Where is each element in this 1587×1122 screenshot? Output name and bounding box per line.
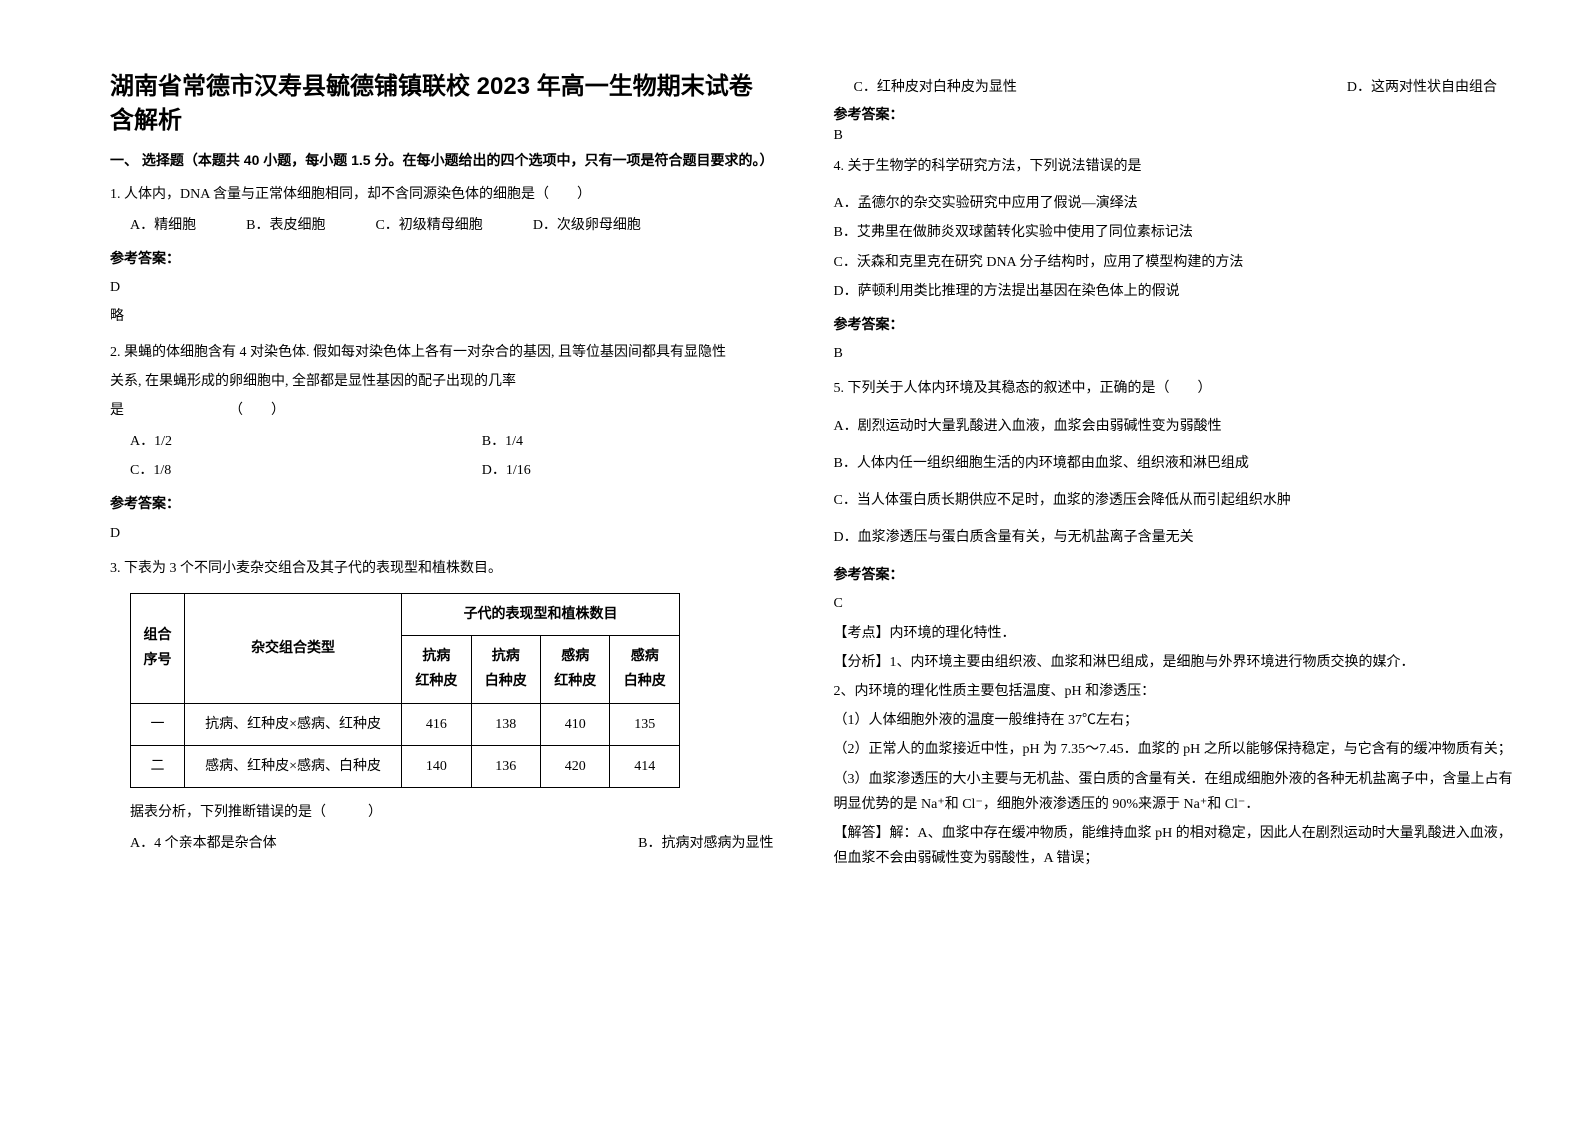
- q4-answer-label: 参考答案：: [834, 312, 1518, 337]
- q5-p4: （2）正常人的血浆接近中性，pH 为 7.35～7.45．血浆的 pH 之所以能…: [834, 737, 1518, 762]
- cell: 抗病、红种皮×感病、红种皮: [185, 703, 402, 745]
- q4-opt-d: D．萨顿利用类比推理的方法提出基因在染色体上的假说: [834, 279, 1518, 304]
- q1-opt-a: A．精细胞: [130, 213, 196, 238]
- q1-options: A．精细胞 B．表皮细胞 C．初级精母细胞 D．次级卵母细胞: [130, 213, 794, 238]
- sub-label: 抗病红种皮: [415, 649, 457, 689]
- q3-opt-b: B．抗病对感病为显性: [638, 831, 773, 856]
- q2-opt-b: B．1/4: [482, 429, 794, 454]
- q5-opt-a: A．剧烈运动时大量乳酸进入血液，血浆会由弱碱性变为弱酸性: [834, 414, 1518, 439]
- q2-stem-3: 是 （ ）: [110, 398, 794, 423]
- cell: 138: [471, 703, 540, 745]
- q5-opt-b: B．人体内任一组织细胞生活的内环境都由血浆、组织液和淋巴组成: [834, 451, 1518, 476]
- q5-jieda: 【解答】解：A、血浆中存在缓冲物质，能维持血浆 pH 的相对稳定，因此人在剧烈运…: [834, 821, 1518, 871]
- table-row: 一 抗病、红种皮×感病、红种皮 416 138 410 135: [131, 703, 680, 745]
- title-line-2: 含解析: [110, 104, 794, 138]
- th-sub-4: 感病白种皮: [610, 636, 680, 703]
- q2-stem-1: 2. 果蝇的体细胞含有 4 对染色体. 假如每对染色体上各有一对杂合的基因, 且…: [110, 340, 794, 365]
- question-1: 1. 人体内，DNA 含量与正常体细胞相同，却不含同源染色体的细胞是（ ） A．…: [110, 182, 794, 330]
- q5-p2: 2、内环境的理化性质主要包括温度、pH 和渗透压：: [834, 679, 1518, 704]
- q4-opt-c: C．沃森和克里克在研究 DNA 分子结构时，应用了模型构建的方法: [834, 250, 1518, 275]
- q5-stem: 5. 下列关于人体内环境及其稳态的叙述中，正确的是（ ）: [834, 376, 1518, 401]
- q5-p5: （3）血浆渗透压的大小主要与无机盐、蛋白质的含量有关．在组成细胞外液的各种无机盐…: [834, 767, 1518, 817]
- document-title: 湖南省常德市汉寿县毓德铺镇联校 2023 年高一生物期末试卷 含解析: [110, 70, 794, 137]
- title-line-1: 湖南省常德市汉寿县毓德铺镇联校 2023 年高一生物期末试卷: [110, 70, 794, 104]
- cell: 420: [541, 745, 610, 787]
- right-column: C．红种皮对白种皮为显性 D．这两对性状自由组合 参考答案： B 4. 关于生物…: [814, 70, 1538, 1092]
- q5-opt-d: D．血浆渗透压与蛋白质含量有关，与无机盐离子含量无关: [834, 525, 1518, 550]
- table-row: 二 感病、红种皮×感病、白种皮 140 136 420 414: [131, 745, 680, 787]
- th-type: 杂交组合类型: [185, 594, 402, 704]
- cell: 140: [402, 745, 471, 787]
- q3-options-row-2: C．红种皮对白种皮为显性 D．这两对性状自由组合: [854, 76, 1498, 96]
- q3-options-row-1: A．4 个亲本都是杂合体 B．抗病对感病为显性: [130, 831, 774, 856]
- q1-answer: D: [110, 275, 794, 300]
- q4-stem: 4. 关于生物学的科学研究方法，下列说法错误的是: [834, 154, 1518, 179]
- q3-answer: B: [834, 128, 1518, 144]
- q1-note: 略: [110, 304, 794, 329]
- cell: 感病、红种皮×感病、白种皮: [185, 745, 402, 787]
- q5-answer-label: 参考答案：: [834, 562, 1518, 587]
- table-row: 组合序号 杂交组合类型 子代的表现型和植株数目: [131, 594, 680, 636]
- q1-opt-c: C．初级精母细胞: [375, 213, 482, 238]
- q3-caption: 据表分析，下列推断错误的是（ ）: [130, 800, 794, 825]
- q3-opt-c: C．红种皮对白种皮为显性: [854, 76, 1017, 96]
- q1-opt-b: B．表皮细胞: [246, 213, 325, 238]
- q4-opt-a: A．孟德尔的杂交实验研究中应用了假说—演绎法: [834, 191, 1518, 216]
- th-group: 组合序号: [131, 594, 185, 704]
- sub-label: 感病红种皮: [554, 649, 596, 689]
- q1-answer-label: 参考答案：: [110, 246, 794, 271]
- q3-opt-a: A．4 个亲本都是杂合体: [130, 831, 277, 856]
- q5-p3: （1）人体细胞外液的温度一般维持在 37℃左右；: [834, 708, 1518, 733]
- q1-stem: 1. 人体内，DNA 含量与正常体细胞相同，却不含同源染色体的细胞是（ ）: [110, 182, 794, 207]
- q2-answer: D: [110, 521, 794, 546]
- question-3: 3. 下表为 3 个不同小麦杂交组合及其子代的表现型和植株数目。 组合序号 杂交…: [110, 556, 794, 857]
- th-sub-3: 感病红种皮: [541, 636, 610, 703]
- q5-answer: C: [834, 591, 1518, 616]
- q2-opt-a: A．1/2: [130, 429, 442, 454]
- cell: 410: [541, 703, 610, 745]
- q4-answer: B: [834, 341, 1518, 366]
- question-4: 4. 关于生物学的科学研究方法，下列说法错误的是 A．孟德尔的杂交实验研究中应用…: [834, 154, 1518, 366]
- q5-opt-c: C．当人体蛋白质长期供应不足时，血浆的渗透压会降低从而引起组织水肿: [834, 488, 1518, 513]
- cell: 414: [610, 745, 680, 787]
- cell: 136: [471, 745, 540, 787]
- q3-table: 组合序号 杂交组合类型 子代的表现型和植株数目 抗病红种皮 抗病白种皮 感病红种…: [130, 593, 680, 788]
- question-2: 2. 果蝇的体细胞含有 4 对染色体. 假如每对染色体上各有一对杂合的基因, 且…: [110, 340, 794, 546]
- th-offspring: 子代的表现型和植株数目: [402, 594, 680, 636]
- q4-opt-b: B．艾弗里在做肺炎双球菌转化实验中使用了同位素标记法: [834, 220, 1518, 245]
- th-sub-2: 抗病白种皮: [471, 636, 540, 703]
- th-sub-1: 抗病红种皮: [402, 636, 471, 703]
- left-column: 湖南省常德市汉寿县毓德铺镇联校 2023 年高一生物期末试卷 含解析 一、 选择…: [90, 70, 814, 1092]
- cell: 135: [610, 703, 680, 745]
- q5-fenxi: 【分析】1、内环境主要由组织液、血浆和淋巴组成，是细胞与外界环境进行物质交换的媒…: [834, 650, 1518, 675]
- q2-stem-2: 关系, 在果蝇形成的卵细胞中, 全部都是显性基因的配子出现的几率: [110, 369, 794, 394]
- q5-kaodian: 【考点】内环境的理化特性．: [834, 621, 1518, 646]
- q2-answer-label: 参考答案：: [110, 491, 794, 516]
- sub-label: 抗病白种皮: [485, 649, 527, 689]
- sub-label: 感病白种皮: [624, 649, 666, 689]
- section-1-heading: 一、 选择题（本题共 40 小题，每小题 1.5 分。在每小题给出的四个选项中，…: [110, 149, 794, 171]
- q3-opt-d: D．这两对性状自由组合: [1347, 76, 1497, 96]
- q2-opt-c: C．1/8: [130, 458, 442, 483]
- cell: 一: [131, 703, 185, 745]
- cell: 416: [402, 703, 471, 745]
- q1-opt-d: D．次级卵母细胞: [533, 213, 641, 238]
- q2-opt-d: D．1/16: [482, 458, 794, 483]
- cell: 二: [131, 745, 185, 787]
- question-5: 5. 下列关于人体内环境及其稳态的叙述中，正确的是（ ） A．剧烈运动时大量乳酸…: [834, 376, 1518, 871]
- q3-answer-label: 参考答案：: [834, 104, 1518, 124]
- q3-stem: 3. 下表为 3 个不同小麦杂交组合及其子代的表现型和植株数目。: [110, 556, 794, 581]
- q2-options: A．1/2 B．1/4 C．1/8 D．1/16: [130, 429, 794, 483]
